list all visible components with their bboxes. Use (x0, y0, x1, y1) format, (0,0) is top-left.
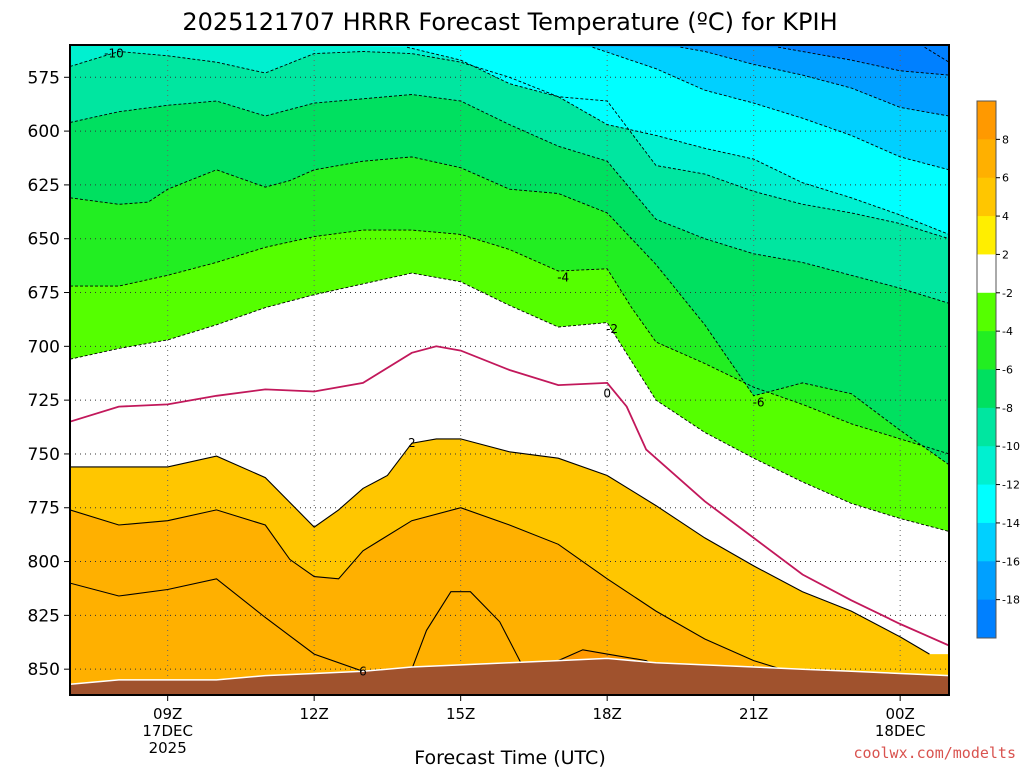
colorbar-swatch (977, 561, 996, 601)
contour-line-dashed (406, 46, 949, 235)
contour-label: -6 (753, 395, 765, 409)
contour-label: -4 (557, 270, 569, 284)
colorbar-swatch (977, 216, 996, 255)
colorbar-label: 8 (1002, 133, 1009, 146)
contour-line-dashed (70, 156, 949, 466)
colorbar-swatch (977, 446, 996, 486)
chart-title: 2025121707 HRRR Forecast Temperature (ºC… (182, 8, 837, 36)
x-tick-label: 18DEC (875, 722, 926, 740)
fill-band-m16 (478, 45, 949, 116)
contour-line-dashed (680, 46, 949, 117)
colorbar-swatch (977, 599, 996, 639)
plot-frame (69, 44, 950, 696)
colorbar-swatch (977, 101, 996, 140)
x-tick-label: 21Z (739, 705, 768, 723)
contour-line (70, 345, 949, 647)
colorbar-swatch (977, 407, 996, 447)
y-tick-label: 675 (28, 284, 60, 304)
colorbar-label: -10 (1002, 440, 1020, 453)
x-tick-label: 12Z (299, 705, 328, 723)
contour-label: 6 (359, 664, 367, 678)
y-tick-label: 725 (28, 391, 60, 411)
contour-label: -2 (606, 322, 618, 336)
contour-labels: -10 -4 -2 0 -6 2 6 (104, 47, 764, 679)
terrain-fill (70, 657, 949, 695)
colorbar-label: -14 (1002, 517, 1020, 530)
x-tick-label: 2025 (149, 739, 187, 757)
colorbar-label: -4 (1002, 325, 1013, 338)
y-tick-label: 800 (28, 553, 60, 573)
colorbar-label: -8 (1002, 402, 1013, 415)
contour-label: 2 (408, 436, 416, 450)
colorbar-label: 6 (1002, 172, 1009, 185)
colorbar-label: -18 (1002, 594, 1020, 607)
contour-line-dashed (70, 51, 949, 240)
contour-label: 0 (603, 387, 611, 401)
colorbar-swatch (977, 177, 996, 217)
x-tick-label: 00Z (885, 705, 914, 723)
x-axis-label: Forecast Time (UTC) (414, 747, 605, 768)
contour-line-dashed (778, 46, 949, 76)
colorbar-label: -12 (1002, 479, 1020, 492)
y-axis-pressure-ticks: 575 600 625 650 675 700 725 750 775 800 825 850 (28, 68, 70, 680)
colorbar-label: 2 (1002, 248, 1009, 261)
y-tick-label: 750 (28, 445, 60, 465)
x-tick-label: 15Z (446, 705, 475, 723)
y-tick-label: 700 (28, 337, 60, 357)
contour-label: -10 (104, 47, 124, 61)
y-tick-label: 650 (28, 230, 60, 250)
colorbar-label: -6 (1002, 364, 1013, 377)
y-tick-label: 850 (28, 660, 60, 680)
colorbar-label: 4 (1002, 210, 1009, 223)
colorbar-swatch (977, 331, 996, 370)
colorbar-label: -16 (1002, 555, 1020, 568)
colorbar-swatch (977, 484, 996, 524)
colorbar-legend: 8 6 4 2 -2 -4 -6 -8 -10 -12 -14 -16 -18 (976, 100, 1020, 639)
contour-line-dashed (70, 94, 949, 304)
temperature-fill-bands (70, 45, 949, 695)
colorbar-swatch (977, 522, 996, 562)
y-tick-label: 575 (28, 68, 60, 88)
x-tick-label: 18Z (592, 705, 621, 723)
fill-band-m18 (546, 45, 949, 76)
grid-lines (70, 45, 949, 695)
contour-line-dashed (592, 46, 949, 171)
contour-line-dashed (70, 229, 949, 455)
colorbar-swatch (977, 139, 996, 179)
y-tick-label: 775 (28, 499, 60, 519)
contour-line (70, 507, 852, 681)
contour-line (70, 438, 930, 655)
x-tick-label: 17DEC (142, 722, 193, 740)
y-tick-label: 625 (28, 176, 60, 196)
y-tick-label: 600 (28, 122, 60, 142)
y-tick-label: 825 (28, 606, 60, 626)
colorbar-swatch (977, 292, 996, 332)
terrain-ground (70, 657, 949, 695)
colorbar-label: -2 (1002, 287, 1013, 300)
credit-text: coolwx.com/modelts (853, 744, 1016, 762)
colorbar-swatch (977, 254, 996, 294)
colorbar-swatch (977, 369, 996, 409)
x-tick-label: 09Z (153, 705, 182, 723)
